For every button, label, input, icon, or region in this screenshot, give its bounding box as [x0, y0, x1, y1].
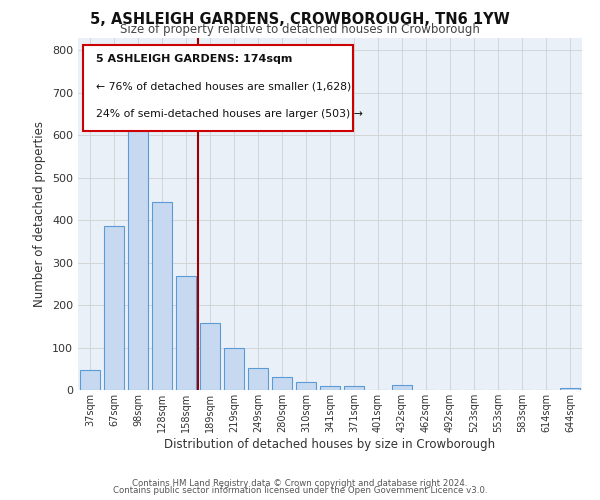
Bar: [152, 202, 172, 390]
Text: ← 76% of detached houses are smaller (1,628): ← 76% of detached houses are smaller (1,…: [95, 82, 351, 92]
Text: 5, ASHLEIGH GARDENS, CROWBOROUGH, TN6 1YW: 5, ASHLEIGH GARDENS, CROWBOROUGH, TN6 1Y…: [90, 12, 510, 28]
Bar: [320, 386, 340, 390]
Text: Contains HM Land Registry data © Crown copyright and database right 2024.: Contains HM Land Registry data © Crown c…: [132, 478, 468, 488]
Bar: [176, 276, 196, 390]
Bar: [344, 386, 364, 390]
Bar: [104, 226, 124, 390]
Bar: [560, 388, 580, 390]
Bar: [296, 382, 316, 390]
X-axis label: Distribution of detached houses by size in Crowborough: Distribution of detached houses by size …: [164, 438, 496, 450]
Bar: [224, 348, 244, 390]
Bar: [80, 370, 100, 390]
Bar: [248, 368, 268, 390]
Text: Size of property relative to detached houses in Crowborough: Size of property relative to detached ho…: [120, 22, 480, 36]
Text: 24% of semi-detached houses are larger (503) →: 24% of semi-detached houses are larger (…: [95, 109, 362, 119]
FancyBboxPatch shape: [83, 44, 353, 131]
Bar: [128, 126, 148, 390]
Bar: [392, 386, 412, 390]
Text: 5 ASHLEIGH GARDENS: 174sqm: 5 ASHLEIGH GARDENS: 174sqm: [95, 54, 292, 64]
Bar: [272, 378, 292, 390]
Text: Contains public sector information licensed under the Open Government Licence v3: Contains public sector information licen…: [113, 486, 487, 495]
Bar: [200, 324, 220, 390]
Y-axis label: Number of detached properties: Number of detached properties: [34, 120, 46, 306]
